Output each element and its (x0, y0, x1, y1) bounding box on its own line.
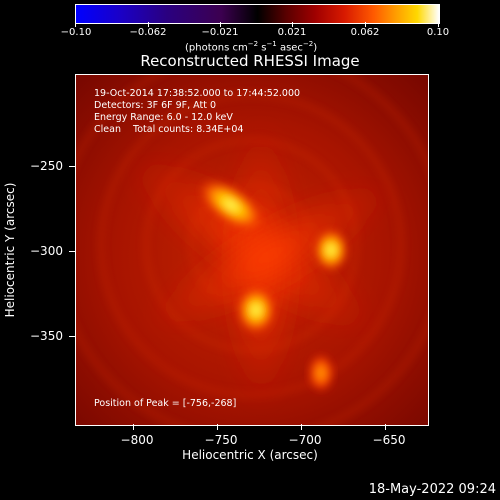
y-tick (69, 336, 75, 337)
x-axis-label: Heliocentric X (arcsec) (182, 448, 318, 462)
colorbar-tick-label: 0.021 (277, 27, 307, 38)
x-tick-label: −750 (204, 433, 238, 447)
colorbar-tick-label: −0.10 (60, 27, 92, 38)
colorbar-tick-label: −0.021 (201, 27, 239, 38)
timestamp: 18-May-2022 09:24 (368, 482, 496, 497)
y-tick-label: −300 (30, 244, 63, 258)
colorbar-gradient (76, 5, 439, 23)
y-tick-label: −250 (30, 159, 63, 173)
x-tick (217, 424, 218, 430)
colorbar-tick-label: 0.062 (350, 27, 380, 38)
x-tick-label: −700 (288, 433, 322, 447)
x-tick-label: −650 (372, 433, 406, 447)
info-clean-counts: Clean Total counts: 8.34E+04 (94, 124, 244, 135)
colorbar-tick-label: −0.062 (129, 27, 167, 38)
info-time-range: 19-Oct-2014 17:38:52.000 to 17:44:52.000 (94, 88, 301, 99)
info-peak-position: Position of Peak = [-756,-268] (94, 398, 237, 409)
colorbar-tick (220, 22, 221, 27)
y-tick (69, 251, 75, 252)
y-tick (69, 166, 75, 167)
x-tick (301, 424, 302, 430)
rhessi-image-map (76, 75, 428, 425)
x-tick-label: −800 (120, 433, 154, 447)
info-detectors: Detectors: 3F 6F 9F, Att 0 (94, 100, 217, 111)
plot-title: Reconstructed RHESSI Image (140, 52, 360, 70)
colorbar-units: (photons cm−2 s−1 asec−2) (185, 40, 318, 54)
x-tick (133, 424, 134, 430)
colorbar-tick (292, 22, 293, 27)
info-energy-range: Energy Range: 6.0 - 12.0 keV (94, 112, 233, 123)
colorbar-tick (438, 22, 439, 27)
colorbar-tick-label: 0.10 (426, 27, 450, 38)
rhessi-image: 19-Oct-2014 17:38:52.000 to 17:44:52.000… (75, 74, 429, 426)
colorbar-tick (365, 22, 366, 27)
y-axis-label: Heliocentric Y (arcsec) (3, 182, 17, 318)
colorbar-tick (75, 22, 76, 27)
colorbar (75, 4, 440, 24)
colorbar-tick (148, 22, 149, 27)
x-tick (385, 424, 386, 430)
y-tick-label: −350 (30, 329, 63, 343)
